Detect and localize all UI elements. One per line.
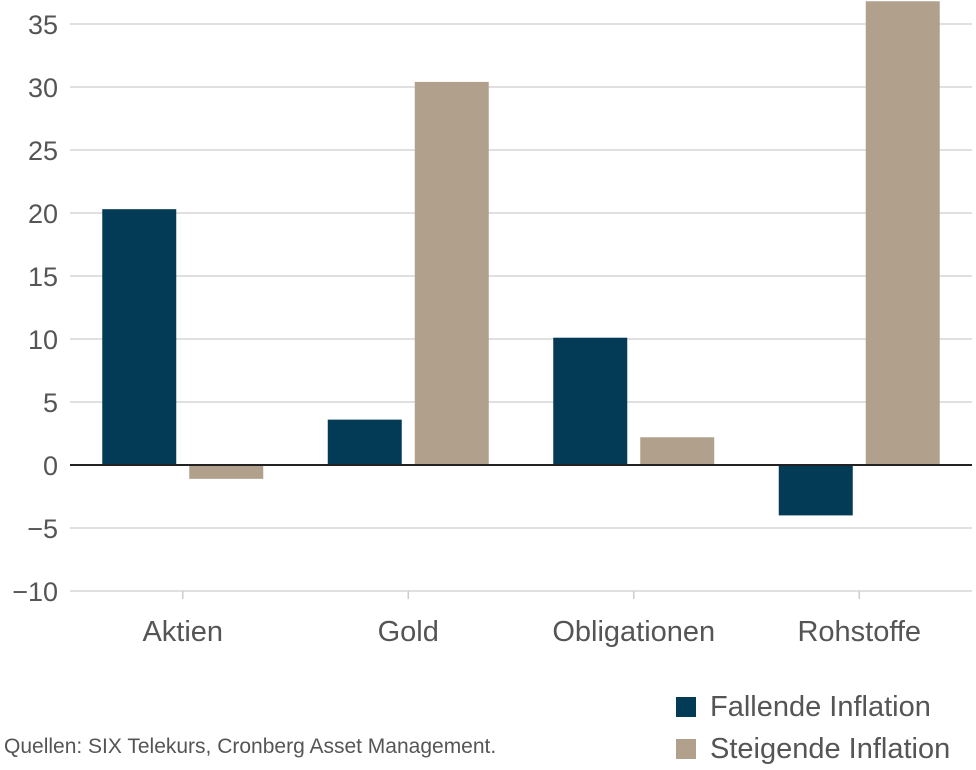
y-tick-label: −5 <box>27 514 58 544</box>
y-tick-label: −10 <box>12 577 58 607</box>
y-tick-label: 30 <box>28 73 58 103</box>
bar-aktien-fallende <box>102 209 177 465</box>
gridlines <box>70 23 972 592</box>
legend-label-fallende: Fallende Inflation <box>710 690 931 723</box>
x-axis: Aktien Gold Obligationen Rohstoffe <box>142 591 921 648</box>
bar-gold-fallende <box>327 419 402 465</box>
bar-gold-steigende <box>414 81 489 465</box>
y-tick-label: 15 <box>28 262 58 292</box>
bar-rohstoffe-steigende <box>865 1 940 465</box>
source-note: Quellen: SIX Telekurs, Cronberg Asset Ma… <box>4 735 497 758</box>
legend-swatch-steigende <box>676 739 696 759</box>
bar-obligationen-steigende <box>640 437 715 465</box>
y-tick-label: 35 <box>28 10 58 40</box>
bar-rohstoffe-fallende <box>778 464 853 516</box>
bar-chart: −10 −5 0 5 10 15 20 25 30 35 Aktien Gold Obligation… <box>12 1 972 648</box>
legend-label-steigende: Steigende Inflation <box>710 732 951 765</box>
y-tick-label: 5 <box>43 388 58 418</box>
y-tick-label: 25 <box>28 136 58 166</box>
x-tick-label: Gold <box>378 616 439 648</box>
y-tick-label: 0 <box>43 451 58 481</box>
bar-obligationen-fallende <box>553 337 628 465</box>
x-tick-label: Obligationen <box>552 616 715 648</box>
legend-swatch-fallende <box>676 697 696 717</box>
bar-aktien-steigende <box>189 464 264 479</box>
y-axis-tick-labels: −10 −5 0 5 10 15 20 25 30 35 <box>12 10 58 607</box>
legend-item-steigende: Steigende Inflation <box>676 728 950 770</box>
y-tick-label: 20 <box>28 199 58 229</box>
bars <box>102 1 940 516</box>
y-tick-label: 10 <box>28 325 58 355</box>
legend-item-fallende: Fallende Inflation <box>676 686 950 728</box>
legend: Fallende Inflation Steigende Inflation <box>676 686 950 770</box>
x-tick-label: Rohstoffe <box>797 616 921 648</box>
x-tick-label: Aktien <box>142 616 223 648</box>
